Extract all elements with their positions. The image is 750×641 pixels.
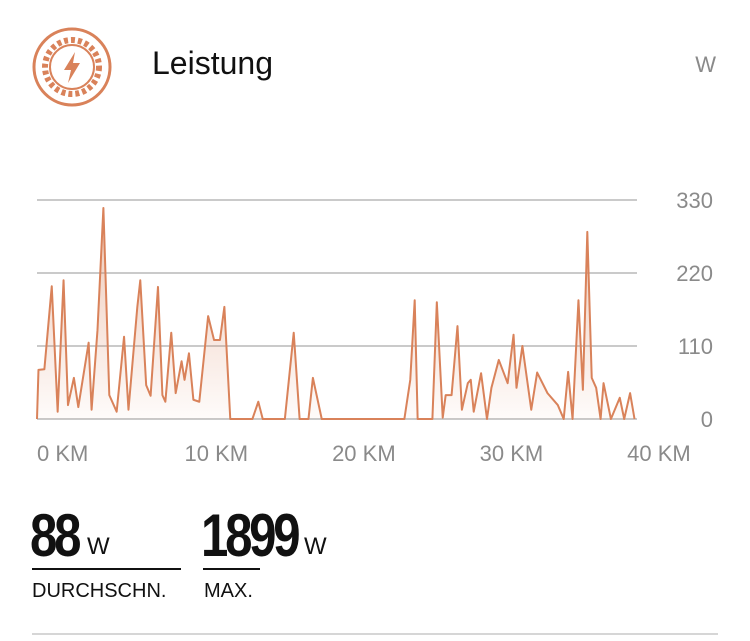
y-tick-label: 330 [676, 188, 713, 213]
chart: 0 110 220 330 0 KM 10 KM 20 KM 30 KM 40 KM [36, 188, 713, 466]
x-tick-label: 20 KM [332, 441, 396, 466]
line [36, 206, 636, 420]
x-tick-label: 30 KM [480, 441, 544, 466]
avg-value: 88 [30, 501, 80, 569]
avg-unit: W [87, 533, 110, 560]
x-tick-label: 10 KM [185, 441, 249, 466]
title: Leistung [152, 45, 273, 81]
y-tick-label: 220 [676, 261, 713, 286]
power-icon [32, 27, 112, 107]
max-value: 1899 [201, 501, 299, 569]
x-tick-label: 40 KM [627, 441, 691, 466]
max-label: MAX. [204, 580, 253, 602]
x-tick-label: 0 KM [37, 441, 88, 466]
unit: W [695, 52, 716, 77]
y-tick-label: 0 [701, 407, 713, 432]
avg-label: DURCHSCHN. [32, 580, 166, 602]
max-unit: W [304, 533, 327, 560]
y-tick-label: 110 [678, 334, 713, 359]
